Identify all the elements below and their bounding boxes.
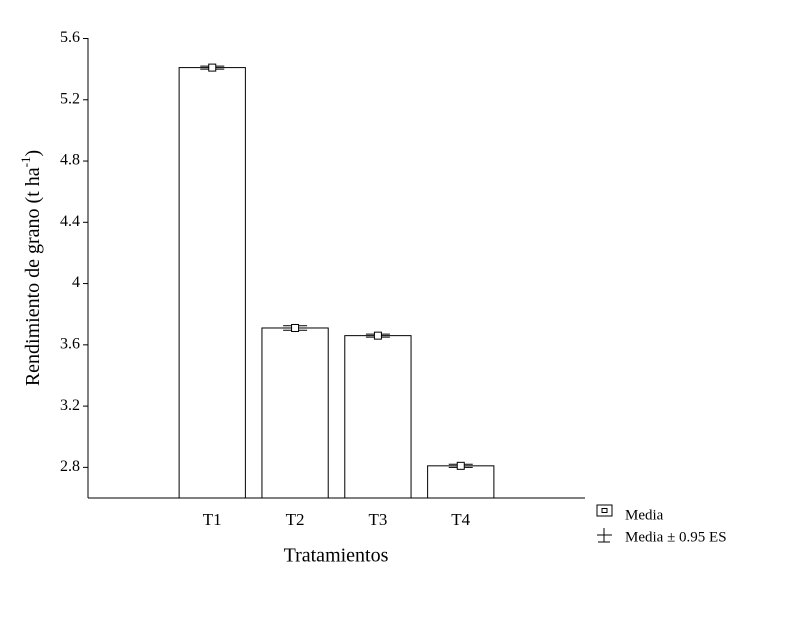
y-tick-label: 3.2 (60, 397, 80, 414)
x-axis-label: Tratamientos (284, 545, 389, 567)
bar (344, 335, 412, 499)
bar (178, 67, 246, 499)
legend-marker (601, 508, 608, 513)
mean-marker (456, 461, 465, 470)
bar (261, 327, 329, 499)
y-axis-label: Rendimiento de grano (t ha-1) (18, 150, 44, 386)
y-axis-label-suffix: ) (22, 150, 44, 157)
y-tick-label: 5.6 (60, 29, 80, 46)
y-axis-label-text: Rendimiento de grano (t ha (22, 167, 44, 386)
y-tick-label: 4 (72, 274, 80, 291)
mean-marker (373, 331, 382, 340)
y-tick-label: 4.4 (60, 213, 80, 230)
y-tick-label: 4.8 (60, 152, 80, 169)
bar (427, 465, 495, 499)
mean-marker (208, 63, 217, 72)
y-tick-label: 5.2 (60, 90, 80, 107)
legend-label: Media (625, 507, 664, 523)
legend-label: Media ± 0.95 ES (625, 529, 727, 545)
x-tick-label: T4 (451, 510, 470, 529)
y-tick-label: 2.8 (60, 458, 80, 475)
x-tick-label: T2 (286, 510, 305, 529)
x-tick-label: T1 (203, 510, 222, 529)
mean-marker (291, 323, 300, 332)
y-axis-label-sup: -1 (18, 157, 33, 168)
x-tick-label: T3 (368, 510, 387, 529)
y-tick-label: 3.6 (60, 336, 80, 353)
